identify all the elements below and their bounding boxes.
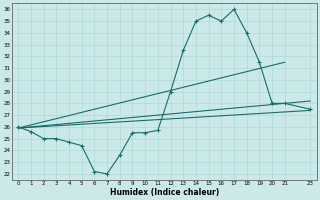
X-axis label: Humidex (Indice chaleur): Humidex (Indice chaleur) xyxy=(109,188,219,197)
